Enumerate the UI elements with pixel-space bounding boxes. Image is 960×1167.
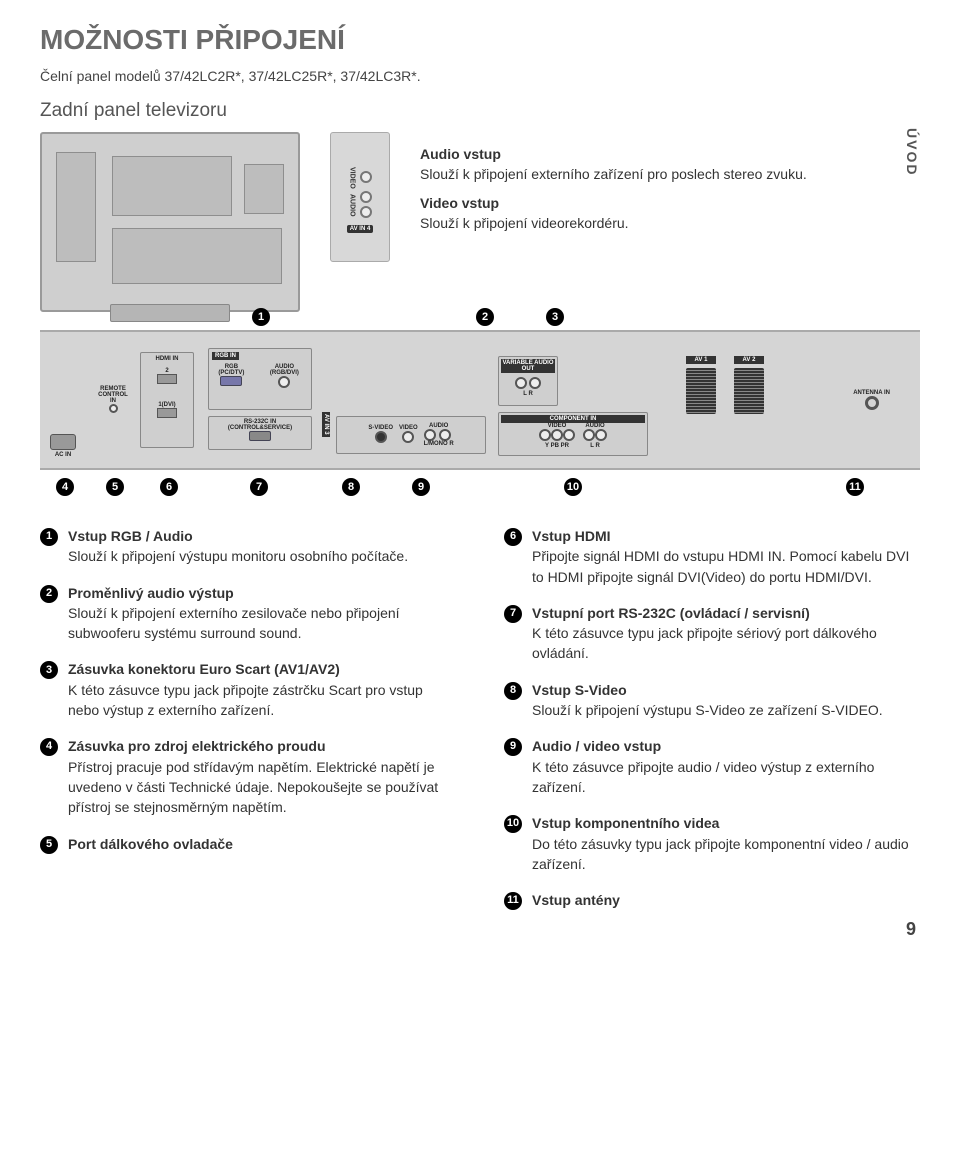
varaudio-group: VARIABLE AUDIO OUT L R — [498, 356, 558, 406]
description-item: 7 Vstupní port RS-232C (ovládací / servis… — [504, 603, 920, 664]
item-number: 6 — [504, 528, 522, 546]
callout-8: 8 — [342, 478, 360, 496]
item-body: K této zásuvce připojte audio / video vý… — [532, 757, 920, 798]
page-number: 9 — [906, 919, 916, 940]
description-item: 5 Port dálkového ovladače — [40, 834, 456, 854]
rear-panel-diagram: 1 2 3 AC IN REMOTE CONTROL IN HDMI IN 2 … — [40, 330, 920, 500]
callout-4: 4 — [56, 478, 74, 496]
item-body: Přístroj pracuje pod střídavým napětím. … — [68, 757, 456, 818]
item-number: 1 — [40, 528, 58, 546]
top-figure: VIDEO AUDIO AV IN 4 Audio vstup Slouží k… — [40, 132, 920, 312]
description-item: 1 Vstup RGB / AudioSlouží k připojení výs… — [40, 526, 456, 567]
item-number: 5 — [40, 836, 58, 854]
description-item: 11 Vstup antény — [504, 890, 920, 910]
rgb-group: RGB IN RGB (PC/DTV) AUDIO (RGB/DVI) — [208, 348, 312, 410]
description-item: 9 Audio / video vstupK této zásuvce připo… — [504, 736, 920, 797]
video-label: VIDEO — [349, 167, 356, 189]
callout-9: 9 — [412, 478, 430, 496]
av1-label: AV 1 — [686, 356, 716, 364]
audio-rgbdvi-label: AUDIO (RGB/DVI) — [261, 364, 308, 376]
avin4-label: AV IN 4 — [347, 225, 374, 233]
tv-rear-illustration — [40, 132, 300, 312]
rgb-pcdtv-label: RGB (PC/DTV) — [212, 364, 251, 376]
item-heading: Port dálkového ovladače — [68, 834, 233, 854]
avin4-module: VIDEO AUDIO AV IN 4 — [330, 132, 390, 262]
item-heading: Vstup RGB / Audio — [68, 526, 408, 546]
callout-5: 5 — [106, 478, 124, 496]
lmono-label: L/MONO — [424, 441, 448, 447]
callout-10: 10 — [564, 478, 582, 496]
callout-11: 11 — [846, 478, 864, 496]
rs232c-group: RS-232C IN (CONTROL&SERVICE) — [208, 416, 312, 450]
rs232c-label: RS-232C IN (CONTROL&SERVICE) — [211, 419, 309, 431]
item-heading: Vstup S-Video — [532, 680, 883, 700]
item-number: 8 — [504, 682, 522, 700]
hdmi-group: HDMI IN 2 1(DVI) — [140, 352, 194, 448]
item-body: Slouží k připojení výstupu monitoru osob… — [68, 546, 408, 566]
av3-group: S-VIDEO VIDEO AUDIO L/MONO R — [336, 416, 486, 454]
item-number: 11 — [504, 892, 522, 910]
callout-6: 6 — [160, 478, 178, 496]
description-item: 8 Vstup S-VideoSlouží k připojení výstupu… — [504, 680, 920, 721]
left-column: 1 Vstup RGB / AudioSlouží k připojení výs… — [40, 526, 456, 926]
item-heading: Vstup HDMI — [532, 526, 920, 546]
avin3-label: AV IN 3 — [322, 412, 330, 437]
item-body: Slouží k připojení výstupu S-Video ze za… — [532, 700, 883, 720]
section-tab: ÚVOD — [904, 128, 920, 176]
item-body: K této zásuvce typu jack připojte sériov… — [532, 623, 920, 664]
callout-2: 2 — [476, 308, 494, 326]
description-item: 6 Vstup HDMIPřipojte signál HDMI do vstup… — [504, 526, 920, 587]
callout-3: 3 — [546, 308, 564, 326]
callout-1: 1 — [252, 308, 270, 326]
item-heading: Vstupní port RS-232C (ovládací / servisn… — [532, 603, 920, 623]
item-number: 9 — [504, 738, 522, 756]
description-item: 10 Vstup komponentního videaDo této zásuv… — [504, 813, 920, 874]
remote-label: REMOTE CONTROL IN — [96, 386, 130, 404]
r-label: R — [449, 441, 453, 447]
page-title: MOŽNOSTI PŘIPOJENÍ — [40, 24, 920, 56]
item-heading: Zásuvka pro zdroj elektrického proudu — [68, 736, 456, 756]
item-body: Připojte signál HDMI do vstupu HDMI IN. … — [532, 546, 920, 587]
audio-label: AUDIO — [349, 194, 356, 217]
video-in-body: Slouží k připojení videorekordéru. — [420, 213, 840, 233]
item-heading: Audio / video vstup — [532, 736, 920, 756]
scart-group: AV 1 AV 2 — [670, 356, 780, 416]
item-number: 2 — [40, 585, 58, 603]
video-in-head: Video vstup — [420, 195, 499, 211]
varaudio-label: VARIABLE AUDIO OUT — [501, 359, 555, 373]
description-item: 3 Zásuvka konektoru Euro Scart (AV1/AV2)K… — [40, 659, 456, 720]
ypbpr-label: Y PB PR — [539, 443, 575, 449]
component-group: COMPONENT IN VIDEO Y PB PR AUDIO L R — [498, 412, 648, 456]
acin-label: AC IN — [50, 452, 76, 458]
component-label: COMPONENT IN — [501, 415, 645, 423]
item-number: 3 — [40, 661, 58, 679]
item-heading: Vstup komponentního videa — [532, 813, 920, 833]
item-body: K této zásuvce typu jack připojte zástrč… — [68, 680, 456, 721]
item-heading: Zásuvka konektoru Euro Scart (AV1/AV2) — [68, 659, 456, 679]
description-item: 2 Proměnlivý audio výstupSlouží k připoje… — [40, 583, 456, 644]
descriptions: 1Vstup RGB / AudioSlouží k připojení výs… — [40, 526, 920, 926]
hdmi-in-label: HDMI IN — [144, 356, 190, 362]
audio-in-head: Audio vstup — [420, 146, 501, 162]
varaudio-lr: L R — [501, 391, 555, 397]
description-item: 4 Zásuvka pro zdroj elektrického prouduPř… — [40, 736, 456, 817]
comp-lr-label: L R — [583, 443, 607, 449]
right-column: 6 Vstup HDMIPřipojte signál HDMI do vstup… — [504, 526, 920, 926]
item-number: 10 — [504, 815, 522, 833]
item-body: Slouží k připojení externího zesilovače … — [68, 603, 456, 644]
top-description: Audio vstup Slouží k připojení externího… — [420, 132, 840, 233]
rear-panel-label: Zadní panel televizoru — [40, 100, 920, 122]
model-line: Čelní panel modelů 37/42LC2R*, 37/42LC25… — [40, 68, 920, 84]
audio-in-body: Slouží k připojení externího zařízení pr… — [420, 164, 840, 184]
callout-7: 7 — [250, 478, 268, 496]
item-heading: Proměnlivý audio výstup — [68, 583, 456, 603]
rgbin-label: RGB IN — [212, 352, 239, 360]
item-number: 4 — [40, 738, 58, 756]
item-number: 7 — [504, 605, 522, 623]
item-body: Do této zásuvky typu jack připojte kompo… — [532, 834, 920, 875]
antenna-group: ANTENNA IN — [853, 390, 890, 412]
av2-label: AV 2 — [734, 356, 764, 364]
item-heading: Vstup antény — [532, 890, 620, 910]
